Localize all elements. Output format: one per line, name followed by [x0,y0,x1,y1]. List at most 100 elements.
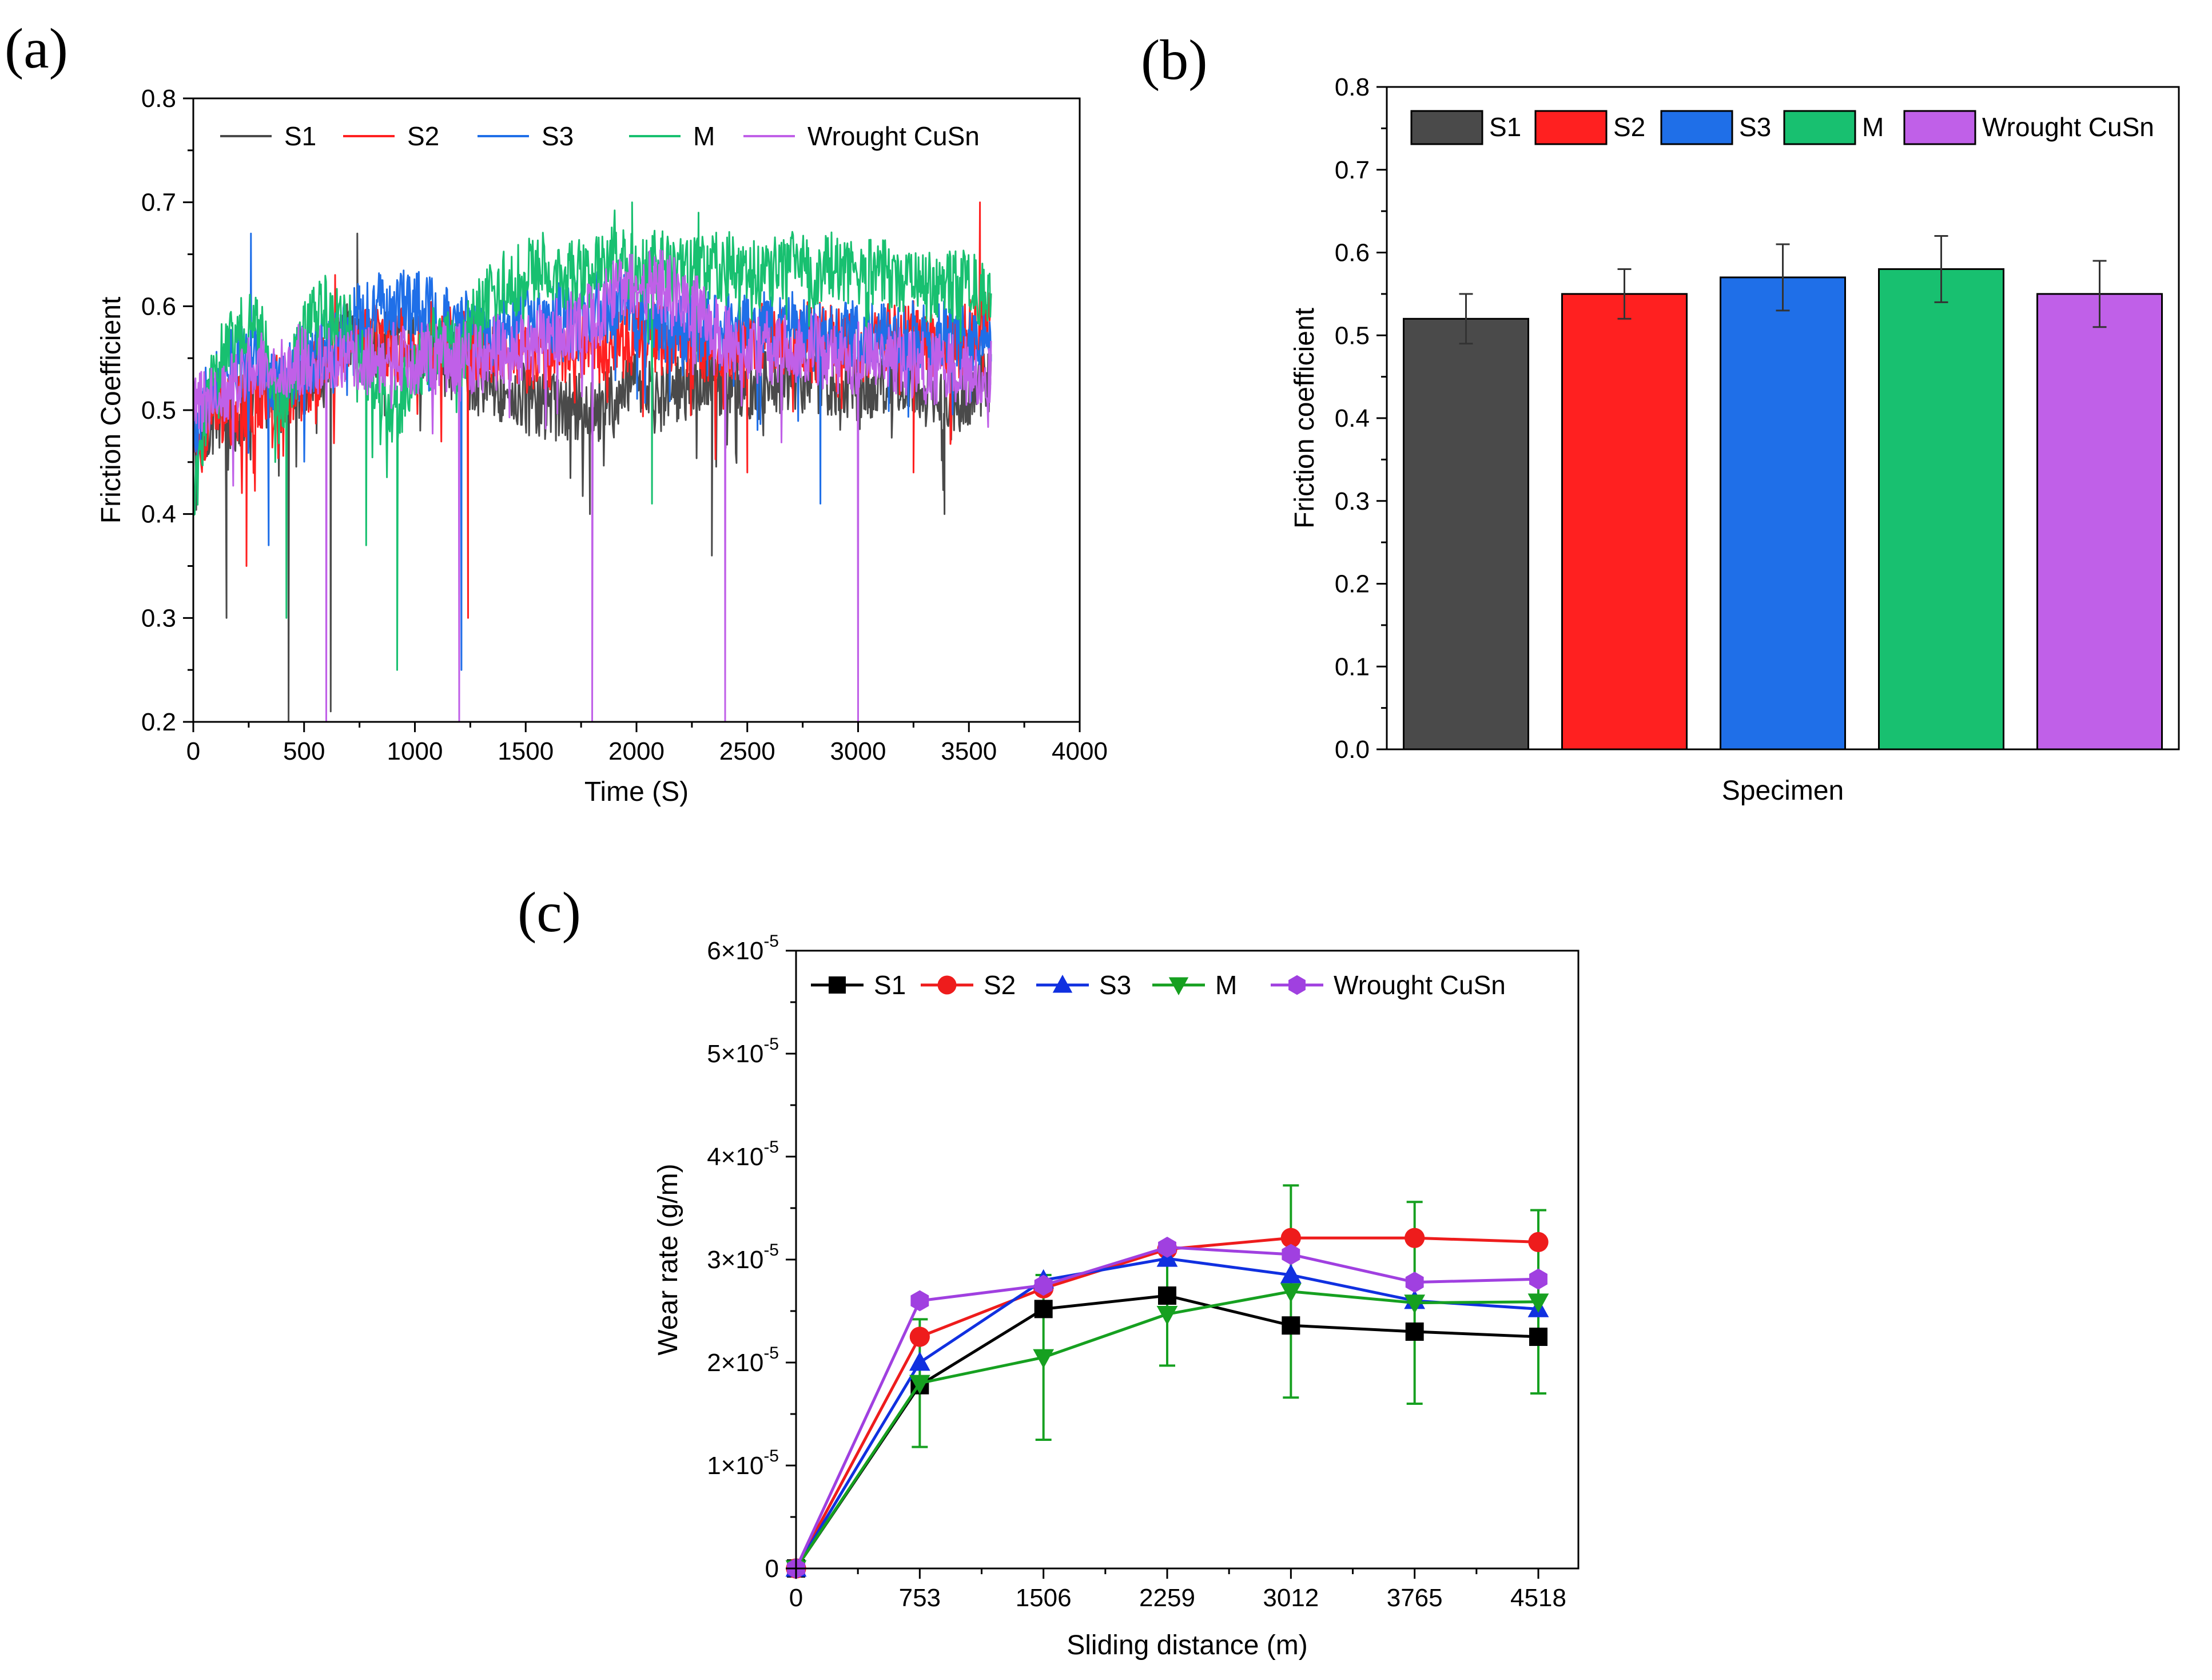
x-axis-title: Sliding distance (m) [1067,1630,1308,1661]
panel-label-a: (a) [5,17,68,80]
legend-label-s3: S3 [1739,112,1771,142]
y-tick-label: 0.3 [1335,487,1370,515]
legend-label-s3: S3 [542,121,574,151]
legend-label-m: M [1862,112,1884,142]
y-tick-label: 0 [765,1555,779,1583]
series-line-wrought-cusn [193,249,992,722]
y-tick-label: 0.7 [141,189,176,217]
data-point-s1 [1158,1286,1176,1305]
y-tick-label: 1×10-5 [707,1447,779,1480]
data-point-m [1404,1294,1426,1314]
legend-swatch-wrought-cusn [1903,110,1976,145]
series-line-m [193,201,992,671]
data-point-s2 [1528,1232,1549,1252]
x-tick-label: 753 [899,1584,941,1612]
x-tick-label: 3500 [941,737,997,765]
data-point-wrought-cusn [910,1290,929,1312]
data-point-s3 [909,1351,930,1371]
data-point-m [1033,1349,1055,1369]
data-point-m [909,1375,930,1395]
y-tick-label: 5×10-5 [707,1035,779,1068]
legend-swatch-m [1783,110,1856,145]
x-tick-label: 2000 [608,737,665,765]
legend-label-s3: S3 [1099,970,1131,1000]
y-axis-title: Wear rate (g/m) [653,1163,683,1355]
y-tick-label: 0.5 [141,396,176,424]
chart-b-friction-bar: 0.0 0.1 0.2 0.3 0.4 0.5 0.6 0.7 0.8 Specimen Frict… [1290,73,2180,806]
legend-marker-m [1168,977,1189,995]
x-tick-label: 500 [283,737,325,765]
data-point-wrought-cusn [1405,1272,1424,1293]
data-point-s1 [1529,1328,1547,1346]
legend-label-s1: S1 [874,970,906,1000]
legend-label-wrought-cusn: Wrought CuSn [807,121,980,151]
data-point-wrought-cusn [1158,1237,1176,1258]
legend-label-m: M [1215,970,1237,1000]
x-tick-label: 1500 [498,737,554,765]
x-tick-label: 2259 [1139,1584,1195,1612]
y-tick-label: 0.0 [1335,736,1370,764]
x-tick-label: 4518 [1510,1584,1566,1612]
plot-frame [795,950,1580,1570]
y-tick-label: 0.8 [141,85,176,113]
data-point-s2 [1405,1228,1425,1248]
legend-label-s2: S2 [1613,112,1645,142]
data-point-m [1280,1283,1302,1302]
panel-label-c: (c) [518,880,581,944]
panel-label-b: (b) [1141,28,1208,92]
data-point-s2 [909,1326,930,1347]
data-point-s1 [1034,1300,1053,1318]
y-tick-label: 0.6 [141,292,176,320]
data-point-wrought-cusn [1034,1274,1053,1296]
legend-marker-s1 [829,976,846,994]
y-axis-title: Friction Coefficient [96,297,126,524]
x-tick-label: 2500 [719,737,775,765]
legend-marker-s2 [937,975,957,995]
bar-wrought-cusn [2036,293,2163,750]
legend-swatch-s1 [1410,110,1483,145]
y-tick-label: 6×10-5 [707,932,779,965]
chart-a-friction-vs-time: 0 500 1000 1500 2000 2500 3000 3500 4000 0.2 0.3 0.… [96,85,1108,807]
x-tick-label: 3012 [1263,1584,1319,1612]
data-point-s1 [1405,1322,1424,1341]
legend-label-s2: S2 [407,121,439,151]
x-tick-label: 3000 [830,737,886,765]
x-tick-label: 1506 [1016,1584,1072,1612]
legend-label-s1: S1 [1489,112,1521,142]
x-axis-title: Time (S) [584,777,689,807]
legend-marker-s3 [1052,975,1073,993]
y-tick-label: 0.6 [1335,239,1370,267]
y-tick-label: 0.8 [1335,73,1370,101]
data-point-wrought-cusn [1282,1244,1300,1265]
y-tick-label: 0.2 [1335,570,1370,598]
bar-s3 [1720,276,1846,750]
legend-label-wrought-cusn: Wrought CuSn [1334,970,1506,1000]
legend-marker-wrought-cusn [1288,975,1306,995]
x-tick-label: 0 [789,1584,803,1612]
legend-swatch-s3 [1660,110,1733,145]
y-tick-label: 0.5 [1335,321,1370,349]
x-tick-label: 3765 [1387,1584,1443,1612]
data-point-m [1527,1293,1549,1313]
x-tick-label: 4000 [1052,737,1108,765]
x-axis-title: Specimen [1722,776,1844,806]
bar-s2 [1561,293,1688,750]
x-tick-label: 0 [186,737,200,765]
data-point-m [1156,1306,1178,1325]
y-tick-label: 4×10-5 [707,1138,779,1171]
y-tick-label: 0.7 [1335,156,1370,184]
legend-swatch-s2 [1534,110,1608,145]
y-axis-title: Friction coefficient [1290,308,1320,529]
legend-label-m: M [693,121,715,151]
x-tick-label: 1000 [387,737,443,765]
y-tick-label: 0.2 [141,708,176,736]
y-tick-label: 0.4 [1335,404,1370,432]
chart-c-wear-rate: 0 753 1506 2259 3012 3765 4518 0 1×10-5 2×10-5 3×1… [653,932,1580,1661]
bar-m [1878,268,2004,750]
data-point-wrought-cusn [1529,1268,1547,1290]
y-tick-label: 0.4 [141,501,176,529]
legend-label-s2: S2 [984,970,1016,1000]
legend-label-s1: S1 [284,121,316,151]
y-tick-label: 0.1 [1335,653,1370,681]
